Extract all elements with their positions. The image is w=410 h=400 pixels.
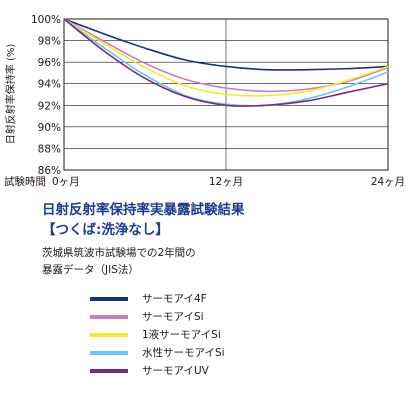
x-tick-label: 0ヶ月: [52, 176, 80, 188]
legend-item: 1液サーモアイSi: [90, 327, 330, 345]
legend-swatch: [90, 297, 128, 301]
legend-label: サーモアイ4F: [142, 293, 207, 305]
legend-label: サーモアイUV: [142, 365, 209, 377]
chart-description: 茨城県筑波市試験場での2年間の 暴露データ（JIS法）: [42, 245, 196, 279]
chart-title: 日射反射率保持率実暴露試験結果: [42, 202, 245, 218]
legend-item: サーモアイSi: [90, 309, 330, 327]
series-line: [63, 18, 389, 71]
description-line: 暴露データ（JIS法）: [42, 264, 139, 276]
legend-label: 水性サーモアイSi: [142, 347, 225, 359]
y-tick-label: 100%: [31, 14, 61, 26]
x-axis-ticks: 0ヶ月 12ヶ月 24ヶ月: [52, 176, 405, 188]
legend-swatch: [90, 315, 128, 319]
legend-label: 1液サーモアイSi: [142, 329, 221, 341]
grid: [64, 19, 388, 170]
x-tick-label: 24ヶ月: [371, 176, 405, 188]
legend-item: 水性サーモアイSi: [90, 345, 330, 363]
chart-heading: 日射反射率保持率実暴露試験結果 【つくば:洗浄なし】: [42, 200, 245, 240]
legend: サーモアイ4F サーモアイSi 1液サーモアイSi 水性サーモアイSi サーモアイUV: [90, 291, 330, 381]
y-tick-label: 86%: [38, 165, 61, 177]
legend-swatch: [90, 369, 128, 373]
y-tick-label: 90%: [38, 122, 61, 134]
legend-swatch: [90, 333, 128, 337]
y-axis-ticks: 100% 98% 96% 94% 92% 90% 88% 86%: [31, 14, 61, 177]
legend-label: サーモアイSi: [142, 311, 204, 323]
y-tick-label: 98%: [38, 36, 61, 48]
y-tick-label: 94%: [38, 79, 61, 91]
legend-item: サーモアイUV: [90, 363, 330, 381]
y-tick-label: 92%: [38, 100, 61, 112]
legend-swatch: [90, 351, 128, 355]
y-tick-label: 96%: [38, 57, 61, 69]
chart-subtitle: 【つくば:洗浄なし】: [42, 222, 169, 238]
series-line: [63, 18, 389, 107]
y-tick-label: 88%: [38, 143, 61, 155]
legend-item: サーモアイ4F: [90, 291, 330, 309]
series-line: [63, 18, 389, 107]
description-line: 茨城県筑波市試験場での2年間の: [42, 247, 196, 259]
series-lines: [63, 18, 389, 107]
series-line: [63, 18, 389, 97]
x-axis-label: 試験時間: [4, 175, 46, 188]
x-tick-label: 12ヶ月: [209, 176, 243, 188]
y-axis-label: 日射反射率保持率 (%): [4, 44, 17, 145]
line-chart: 100% 98% 96% 94% 92% 90% 88% 86% 0ヶ月 12ヶ月 24ヶ月 日射…: [4, 14, 405, 188]
